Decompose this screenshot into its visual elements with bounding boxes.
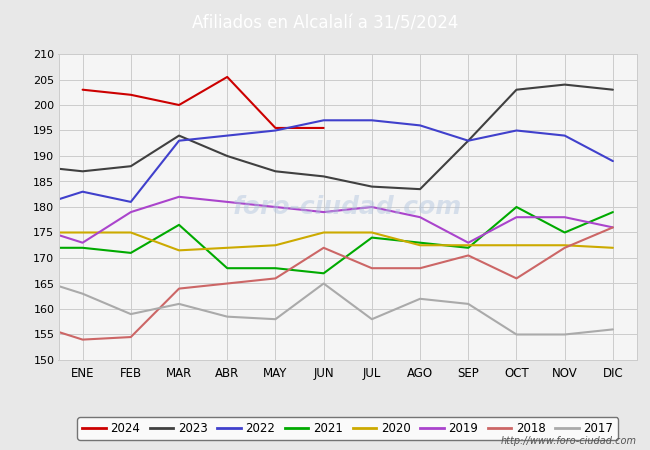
Text: http://www.foro-ciudad.com: http://www.foro-ciudad.com <box>501 436 637 446</box>
Text: Afiliados en Alcalalí a 31/5/2024: Afiliados en Alcalalí a 31/5/2024 <box>192 14 458 33</box>
Legend: 2024, 2023, 2022, 2021, 2020, 2019, 2018, 2017: 2024, 2023, 2022, 2021, 2020, 2019, 2018… <box>77 417 618 440</box>
Text: foro-ciudad.com: foro-ciudad.com <box>233 195 462 219</box>
